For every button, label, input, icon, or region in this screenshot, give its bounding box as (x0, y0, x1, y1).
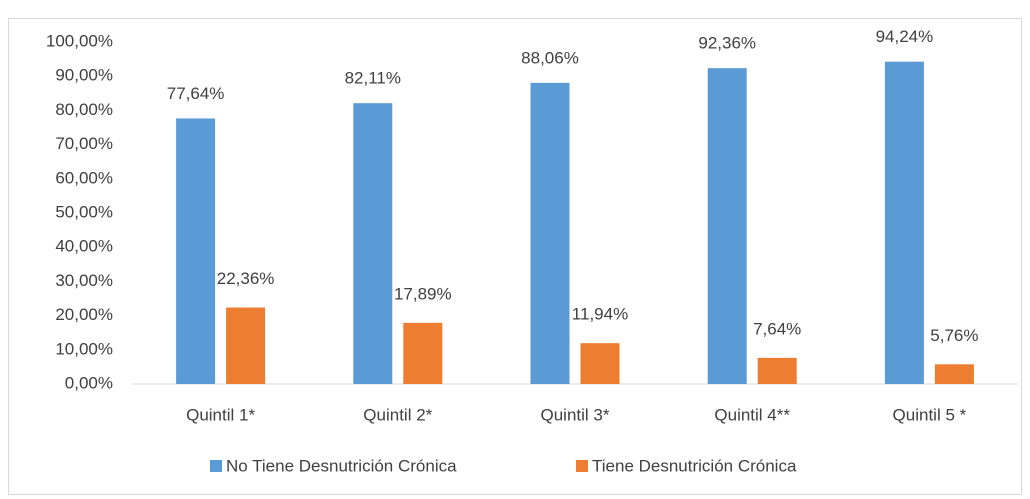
bar (176, 118, 216, 385)
value-label: 22,36% (217, 269, 275, 288)
y-tick-label: 60,00% (55, 168, 113, 187)
value-label: 11,94% (572, 305, 628, 324)
x-tick-label: Quintil 3* (541, 405, 610, 424)
y-tick-label: 70,00% (55, 134, 113, 153)
bar (403, 322, 443, 384)
y-tick-label: 40,00% (55, 237, 113, 256)
y-tick-label: 90,00% (55, 66, 113, 85)
bar (353, 103, 393, 384)
bar (580, 343, 620, 384)
y-tick-label: 0,00% (65, 373, 113, 392)
value-label: 7,64% (753, 319, 801, 338)
value-label: 5,76% (930, 326, 978, 345)
y-tick-label: 20,00% (55, 305, 113, 324)
bar (226, 307, 266, 384)
legend-swatch (210, 460, 222, 472)
value-label: 17,89% (394, 284, 452, 303)
bar (530, 82, 570, 384)
y-tick-label: 30,00% (55, 271, 113, 290)
value-label: 94,24% (876, 27, 934, 46)
bar (707, 68, 747, 385)
bar (884, 61, 924, 385)
x-tick-label: Quintil 2* (363, 405, 432, 424)
x-tick-label: Quintil 5 * (893, 405, 967, 424)
bar (934, 364, 974, 384)
x-tick-label: Quintil 4** (714, 405, 790, 424)
legend-swatch (576, 460, 588, 472)
value-label: 88,06% (521, 48, 579, 67)
value-label: 82,11% (345, 69, 401, 88)
value-label: 77,64% (167, 84, 225, 103)
y-tick-label: 50,00% (55, 202, 113, 221)
x-tick-label: Quintil 1* (186, 405, 255, 424)
y-tick-label: 80,00% (55, 100, 113, 119)
legend-label: Tiene Desnutrición Crónica (592, 456, 797, 475)
chart-frame (8, 18, 1022, 495)
legend-label: No Tiene Desnutrición Crónica (226, 456, 457, 475)
y-tick-label: 10,00% (55, 339, 113, 358)
value-label: 92,36% (698, 34, 756, 53)
y-tick-label: 100,00% (46, 31, 113, 50)
bar (757, 357, 797, 384)
